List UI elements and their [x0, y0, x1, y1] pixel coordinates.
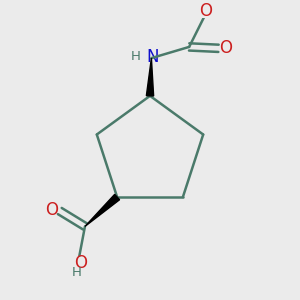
Text: O: O — [200, 2, 212, 20]
Text: O: O — [219, 39, 232, 57]
Polygon shape — [85, 194, 120, 226]
Text: H: H — [72, 266, 82, 279]
Text: O: O — [45, 201, 58, 219]
Polygon shape — [146, 58, 154, 96]
Text: N: N — [146, 48, 159, 66]
Text: O: O — [74, 254, 87, 272]
Text: H: H — [131, 50, 141, 63]
